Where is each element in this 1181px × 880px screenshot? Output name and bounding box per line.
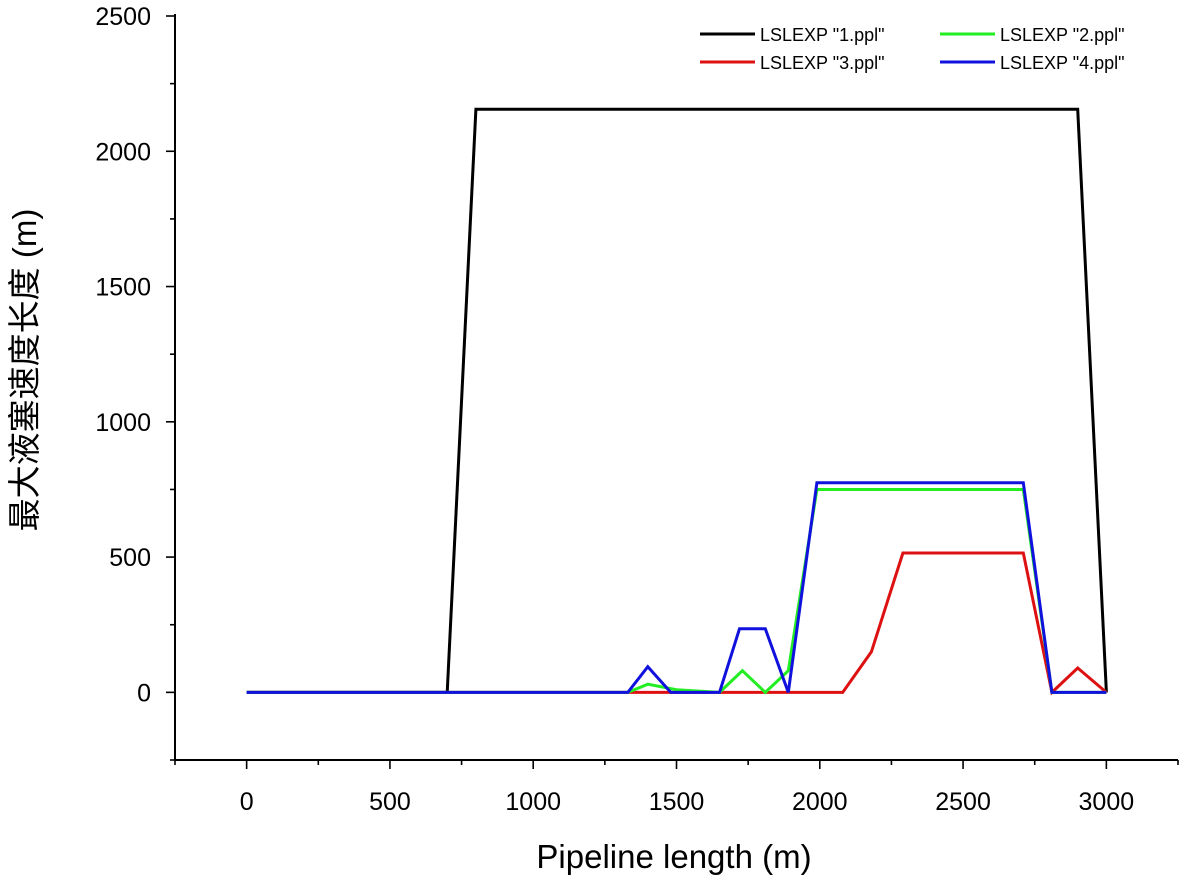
legend-label-2: LSLEXP "2.ppl" [1000, 25, 1125, 45]
y-tick-label: 1500 [95, 274, 151, 302]
legend-label-4: LSLEXP "4.ppl" [1000, 53, 1125, 73]
y-tick-label: 1000 [95, 409, 151, 437]
x-tick-label: 1000 [505, 788, 561, 816]
x-tick-label: 1500 [649, 788, 705, 816]
series-lines [246, 107, 1108, 696]
axes [174, 14, 1178, 761]
y-tick-label: 500 [109, 544, 151, 572]
x-tick-label: 3000 [1079, 788, 1135, 816]
y-axis-ticks: 0 500 1000 1500 2000 2500 [95, 3, 175, 761]
x-tick-label: 500 [369, 788, 411, 816]
x-axis-title: Pipeline length (m) [536, 838, 811, 875]
series-line-1 [246, 107, 1108, 694]
y-tick-label: 0 [137, 679, 151, 707]
y-tick-label: 2000 [95, 138, 151, 166]
legend: LSLEXP "1.ppl" LSLEXP "2.ppl" LSLEXP "3.pp… [700, 25, 1125, 73]
legend-label-1: LSLEXP "1.ppl" [760, 25, 885, 45]
y-axis-title: 最大液塞速度长度 (m) [6, 209, 43, 532]
series-line-3 [246, 551, 1108, 696]
x-tick-label: 2500 [935, 788, 991, 816]
x-axis-ticks: 0 500 1000 1500 2000 2500 3000 [174, 760, 1179, 816]
x-tick-label: 2000 [792, 788, 848, 816]
legend-label-3: LSLEXP "3.ppl" [760, 53, 885, 73]
series-line-4 [246, 481, 1107, 694]
series-line-2 [246, 488, 1107, 695]
y-tick-label: 2500 [95, 3, 151, 31]
x-tick-label: 0 [240, 788, 254, 816]
